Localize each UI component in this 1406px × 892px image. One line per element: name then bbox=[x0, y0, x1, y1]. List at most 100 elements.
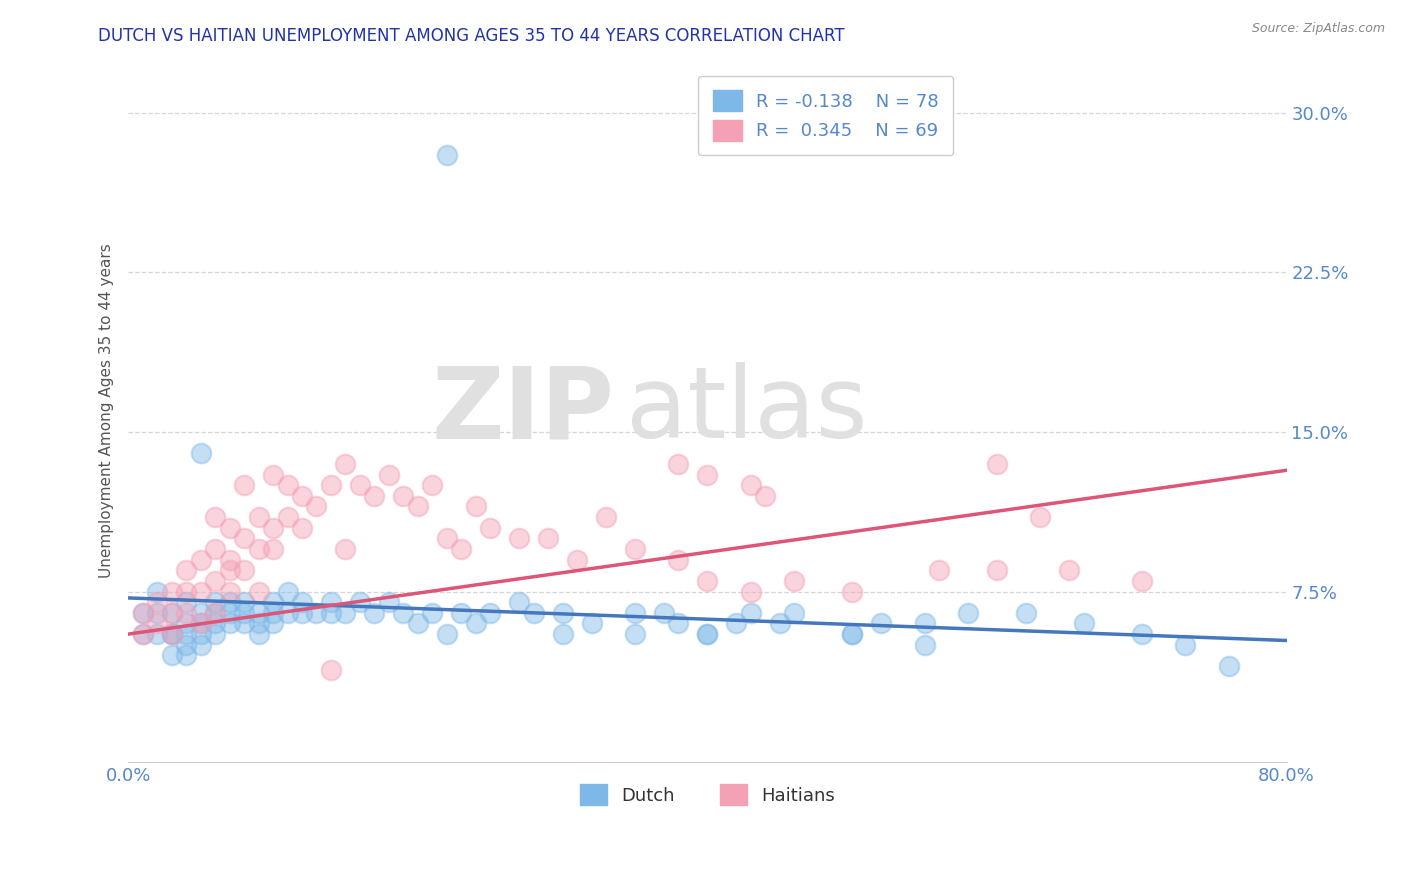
Point bbox=[262, 616, 284, 631]
Point bbox=[132, 627, 155, 641]
Point bbox=[218, 595, 240, 609]
Point bbox=[624, 541, 647, 556]
Point bbox=[740, 606, 762, 620]
Point bbox=[841, 627, 863, 641]
Point bbox=[174, 638, 197, 652]
Point bbox=[392, 489, 415, 503]
Point bbox=[335, 457, 357, 471]
Point bbox=[247, 606, 270, 620]
Point bbox=[276, 510, 298, 524]
Point bbox=[595, 510, 617, 524]
Point bbox=[276, 478, 298, 492]
Point bbox=[291, 521, 314, 535]
Point bbox=[335, 606, 357, 620]
Point bbox=[479, 521, 502, 535]
Point bbox=[1130, 574, 1153, 588]
Point bbox=[291, 595, 314, 609]
Point bbox=[1015, 606, 1038, 620]
Point bbox=[986, 563, 1008, 577]
Point bbox=[464, 500, 486, 514]
Point bbox=[174, 616, 197, 631]
Point bbox=[668, 552, 690, 566]
Point bbox=[233, 606, 256, 620]
Point bbox=[436, 148, 458, 162]
Point bbox=[783, 574, 806, 588]
Legend: Dutch, Haitians: Dutch, Haitians bbox=[569, 773, 846, 816]
Point bbox=[132, 606, 155, 620]
Point bbox=[551, 627, 574, 641]
Point bbox=[218, 521, 240, 535]
Point bbox=[190, 584, 212, 599]
Point bbox=[841, 584, 863, 599]
Point bbox=[204, 595, 226, 609]
Point bbox=[160, 627, 183, 641]
Point bbox=[841, 627, 863, 641]
Point bbox=[190, 606, 212, 620]
Text: DUTCH VS HAITIAN UNEMPLOYMENT AMONG AGES 35 TO 44 YEARS CORRELATION CHART: DUTCH VS HAITIAN UNEMPLOYMENT AMONG AGES… bbox=[98, 27, 845, 45]
Point bbox=[378, 467, 401, 482]
Point bbox=[291, 489, 314, 503]
Point bbox=[914, 638, 936, 652]
Point bbox=[190, 638, 212, 652]
Point bbox=[218, 563, 240, 577]
Point bbox=[262, 521, 284, 535]
Point bbox=[420, 478, 443, 492]
Point bbox=[1029, 510, 1052, 524]
Point bbox=[508, 532, 530, 546]
Point bbox=[392, 606, 415, 620]
Point bbox=[581, 616, 603, 631]
Point bbox=[247, 584, 270, 599]
Point bbox=[204, 606, 226, 620]
Point bbox=[218, 552, 240, 566]
Point bbox=[174, 627, 197, 641]
Point bbox=[160, 648, 183, 663]
Point bbox=[754, 489, 776, 503]
Point bbox=[914, 616, 936, 631]
Point bbox=[551, 606, 574, 620]
Point bbox=[508, 595, 530, 609]
Point bbox=[725, 616, 748, 631]
Y-axis label: Unemployment Among Ages 35 to 44 years: Unemployment Among Ages 35 to 44 years bbox=[100, 244, 114, 578]
Point bbox=[291, 606, 314, 620]
Point bbox=[696, 627, 718, 641]
Point bbox=[928, 563, 950, 577]
Point bbox=[378, 595, 401, 609]
Point bbox=[218, 584, 240, 599]
Point bbox=[523, 606, 546, 620]
Point bbox=[783, 606, 806, 620]
Point bbox=[132, 627, 155, 641]
Point bbox=[319, 595, 342, 609]
Point bbox=[218, 606, 240, 620]
Point bbox=[190, 552, 212, 566]
Point bbox=[565, 552, 588, 566]
Point bbox=[160, 606, 183, 620]
Point bbox=[769, 616, 792, 631]
Point bbox=[160, 627, 183, 641]
Point bbox=[174, 584, 197, 599]
Point bbox=[247, 510, 270, 524]
Point bbox=[652, 606, 675, 620]
Point bbox=[233, 478, 256, 492]
Point bbox=[174, 595, 197, 609]
Point bbox=[668, 616, 690, 631]
Point bbox=[696, 574, 718, 588]
Point bbox=[233, 595, 256, 609]
Point bbox=[870, 616, 893, 631]
Point bbox=[262, 595, 284, 609]
Point bbox=[276, 584, 298, 599]
Point bbox=[262, 541, 284, 556]
Point bbox=[174, 648, 197, 663]
Point bbox=[349, 478, 371, 492]
Point bbox=[1174, 638, 1197, 652]
Point bbox=[479, 606, 502, 620]
Point bbox=[204, 627, 226, 641]
Point bbox=[305, 606, 328, 620]
Point bbox=[406, 616, 429, 631]
Text: atlas: atlas bbox=[626, 362, 868, 459]
Point bbox=[624, 627, 647, 641]
Point bbox=[174, 606, 197, 620]
Point bbox=[247, 627, 270, 641]
Point bbox=[204, 510, 226, 524]
Point bbox=[363, 606, 385, 620]
Point bbox=[190, 446, 212, 460]
